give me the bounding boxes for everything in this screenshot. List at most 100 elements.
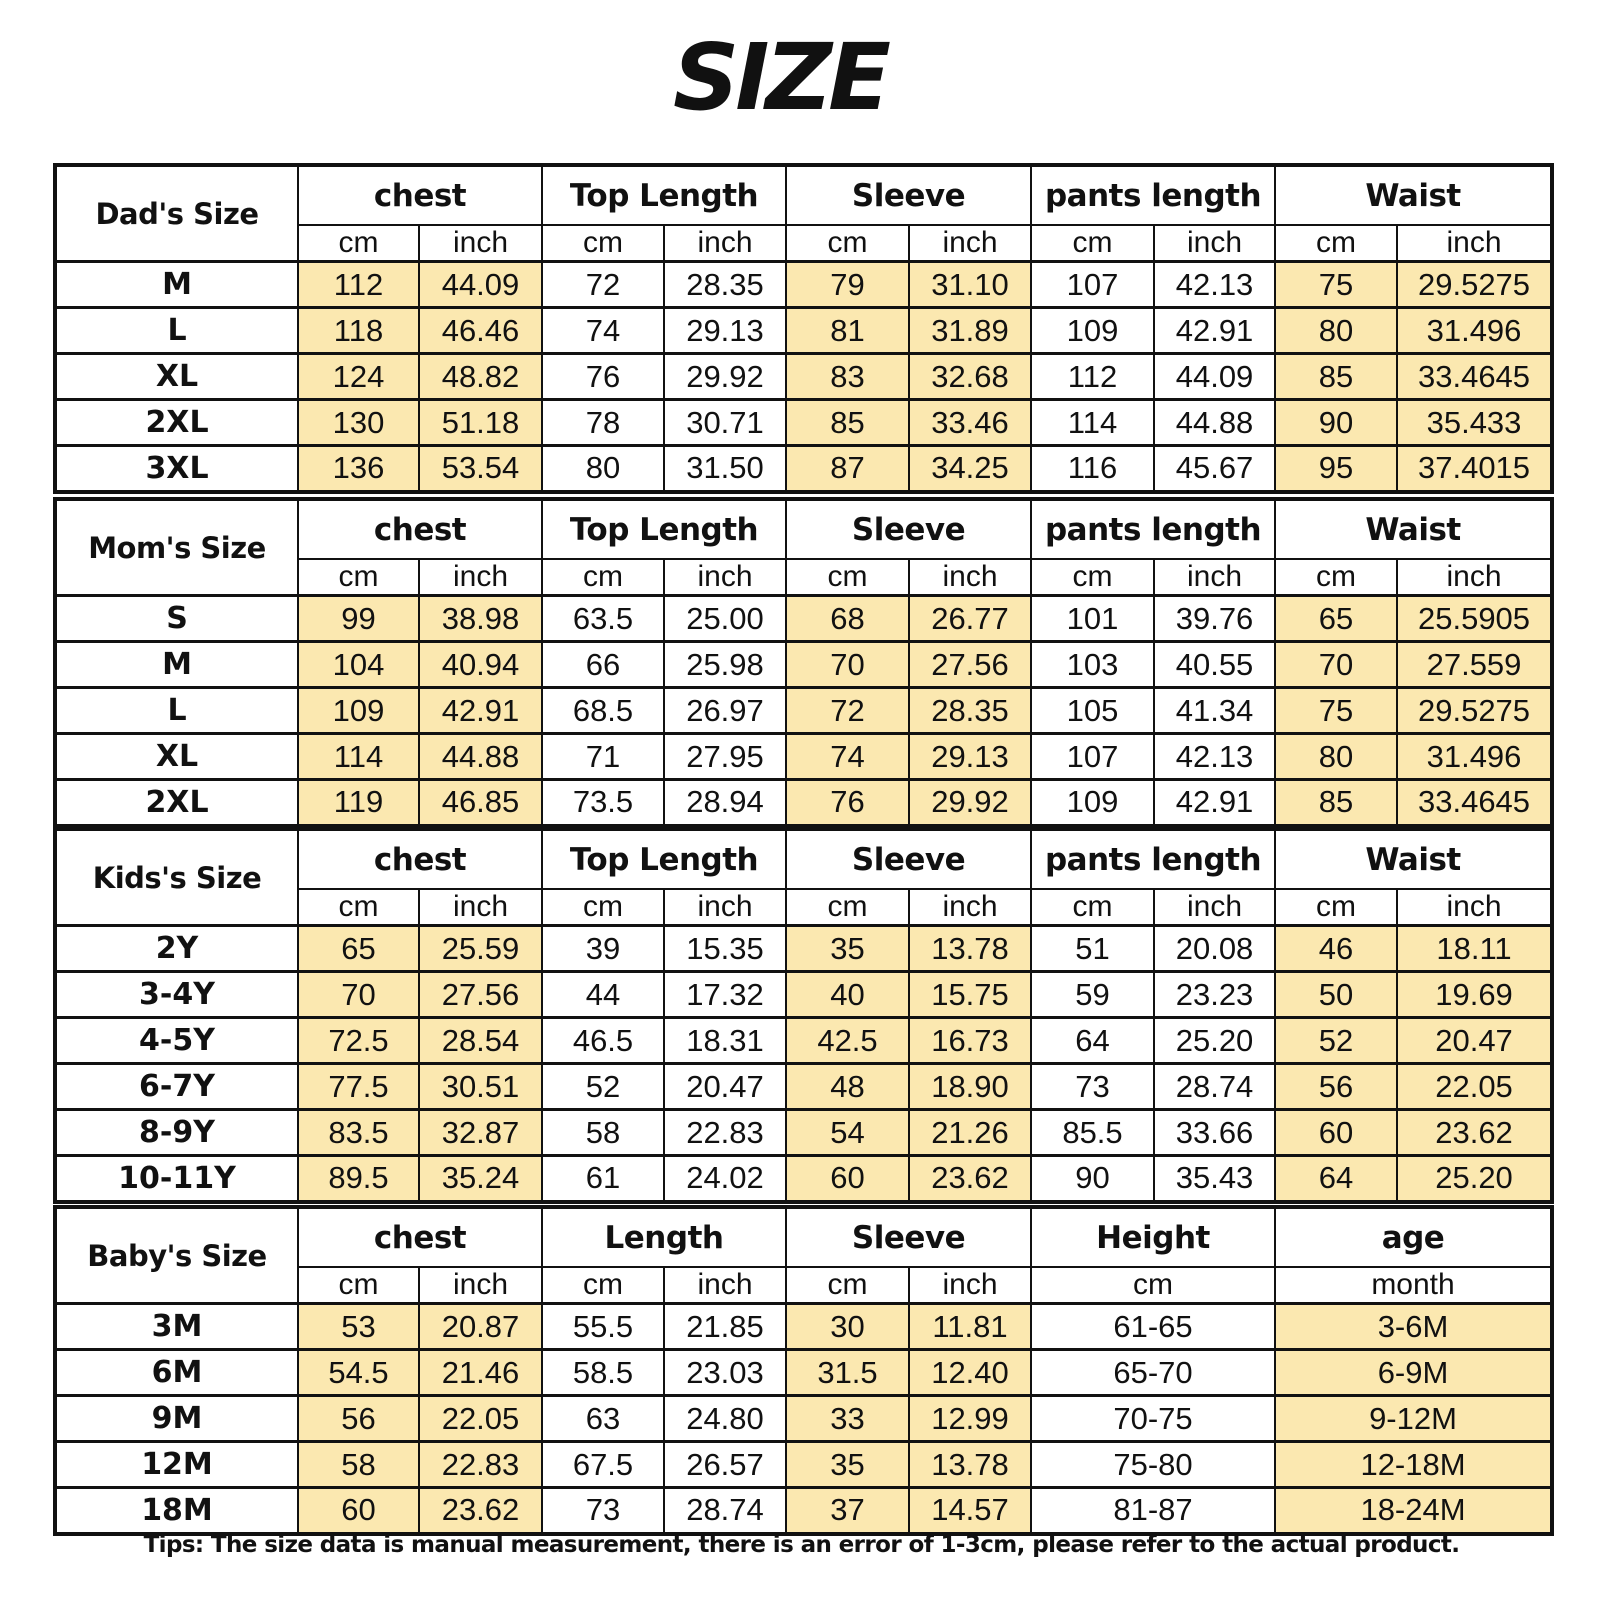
value-cell: 103 (1030, 640, 1155, 689)
column-group-header: pants length (1029, 164, 1277, 226)
value-cell: 29.13 (908, 732, 1032, 781)
value-cell: 58.5 (541, 1348, 665, 1397)
value-cell: 80 (541, 444, 665, 493)
value-cell: 70 (1274, 640, 1399, 689)
value-cell: 71 (541, 732, 665, 781)
value-cell: 112 (297, 260, 420, 309)
value-cell: 27.56 (418, 970, 543, 1019)
unit-header: inch (1396, 888, 1554, 927)
value-cell: 75 (1274, 686, 1399, 735)
size-label: XL (54, 352, 299, 401)
column-group-header: Height (1030, 1206, 1276, 1268)
size-label: M (54, 640, 299, 689)
value-cell: 70-75 (1030, 1394, 1276, 1443)
table-row: 3M 53 20.87 55.5 21.85 30 11.81 61-65 3-6M (54, 1302, 1554, 1351)
value-cell: 45.67 (1152, 444, 1277, 493)
value-cell: 44 (541, 970, 665, 1019)
value-cell: 60 (297, 1486, 420, 1535)
value-cell: 15.75 (908, 970, 1032, 1019)
column-group-header: pants length (1029, 828, 1277, 890)
value-cell: 27.95 (663, 732, 787, 781)
value-cell: 25.59 (418, 924, 543, 973)
value-cell: 99 (297, 594, 420, 643)
column-group-header: pants length (1029, 498, 1277, 560)
unit-header: cm (541, 224, 665, 263)
value-cell: 46.46 (418, 306, 543, 355)
value-cell: 51.18 (418, 398, 543, 447)
column-group-header: Waist (1274, 164, 1554, 226)
value-cell: 6-9M (1273, 1348, 1554, 1397)
value-cell: 31.10 (908, 260, 1032, 309)
value-cell: 19.69 (1396, 970, 1554, 1019)
value-cell: 61-65 (1030, 1302, 1276, 1351)
value-cell: 107 (1030, 732, 1155, 781)
value-cell: 52 (541, 1062, 665, 1111)
column-group-header: Sleeve (785, 498, 1032, 560)
column-group-header: Waist (1274, 828, 1554, 890)
value-cell: 31.496 (1396, 306, 1554, 355)
value-cell: 124 (297, 352, 420, 401)
value-cell: 28.35 (663, 260, 787, 309)
value-cell: 25.00 (663, 594, 787, 643)
unit-header: cm (1274, 558, 1399, 597)
value-cell: 63 (541, 1394, 665, 1443)
value-cell: 70 (785, 640, 910, 689)
value-cell: 42.91 (1152, 306, 1277, 355)
value-cell: 18.11 (1396, 924, 1554, 973)
unit-header: inch (1152, 224, 1277, 263)
unit-header: month (1273, 1266, 1554, 1305)
value-cell: 80 (1274, 732, 1399, 781)
table-row: 3-4Y 70 27.56 44 17.32 40 15.75 59 23.23 50 19.69 (54, 970, 1554, 1019)
value-cell: 31.5 (785, 1348, 910, 1397)
value-cell: 16.73 (908, 1016, 1032, 1065)
value-cell: 80 (1274, 306, 1399, 355)
table-row: 6M 54.5 21.46 58.5 23.03 31.5 12.40 65-70 6-9M (54, 1348, 1554, 1397)
value-cell: 70 (297, 970, 420, 1019)
value-cell: 104 (297, 640, 420, 689)
size-label: 6-7Y (54, 1062, 299, 1111)
value-cell: 25.20 (1152, 1016, 1277, 1065)
column-group-header: Top Length (541, 164, 787, 226)
value-cell: 13.78 (908, 924, 1032, 973)
value-cell: 77.5 (297, 1062, 420, 1111)
value-cell: 63.5 (541, 594, 665, 643)
value-cell: 44.09 (418, 260, 543, 309)
value-cell: 29.92 (908, 778, 1032, 827)
value-cell: 27.56 (908, 640, 1032, 689)
size-label: 8-9Y (54, 1108, 299, 1157)
value-cell: 23.03 (663, 1348, 787, 1397)
value-cell: 26.97 (663, 686, 787, 735)
table-row: XL 114 44.88 71 27.95 74 29.13 107 42.13 80 31.496 (54, 732, 1554, 781)
value-cell: 25.98 (663, 640, 787, 689)
value-cell: 85 (1274, 778, 1399, 827)
table-row: 3XL 136 53.54 80 31.50 87 34.25 116 45.67 95 37.40… (54, 444, 1554, 493)
value-cell: 42.5 (785, 1016, 910, 1065)
size-table-0: Dad's Size chest Top Length Sleeve pants len… (53, 163, 1555, 494)
unit-header: cm (1030, 558, 1155, 597)
value-cell: 21.85 (663, 1302, 787, 1351)
value-cell: 90 (1274, 398, 1399, 447)
unit-header: inch (663, 558, 787, 597)
value-cell: 31.89 (908, 306, 1032, 355)
column-group-header: chest (297, 1206, 543, 1268)
page-title: SIZE (672, 24, 891, 131)
value-cell: 12.40 (908, 1348, 1032, 1397)
value-cell: 53 (297, 1302, 420, 1351)
value-cell: 29.92 (663, 352, 787, 401)
value-cell: 61 (541, 1154, 665, 1203)
value-cell: 44.88 (1152, 398, 1277, 447)
size-table-2: Kids's Size chest Top Length Sleeve pants le… (53, 827, 1555, 1204)
size-label: L (54, 306, 299, 355)
value-cell: 11.81 (908, 1302, 1032, 1351)
value-cell: 37 (785, 1486, 910, 1535)
value-cell: 15.35 (663, 924, 787, 973)
value-cell: 13.78 (908, 1440, 1032, 1489)
value-cell: 33.46 (908, 398, 1032, 447)
unit-header: cm (297, 224, 420, 263)
value-cell: 33.66 (1152, 1108, 1277, 1157)
value-cell: 75 (1274, 260, 1399, 309)
value-cell: 28.35 (908, 686, 1032, 735)
value-cell: 48.82 (418, 352, 543, 401)
column-group-header: Waist (1274, 498, 1554, 560)
value-cell: 28.74 (1152, 1062, 1277, 1111)
